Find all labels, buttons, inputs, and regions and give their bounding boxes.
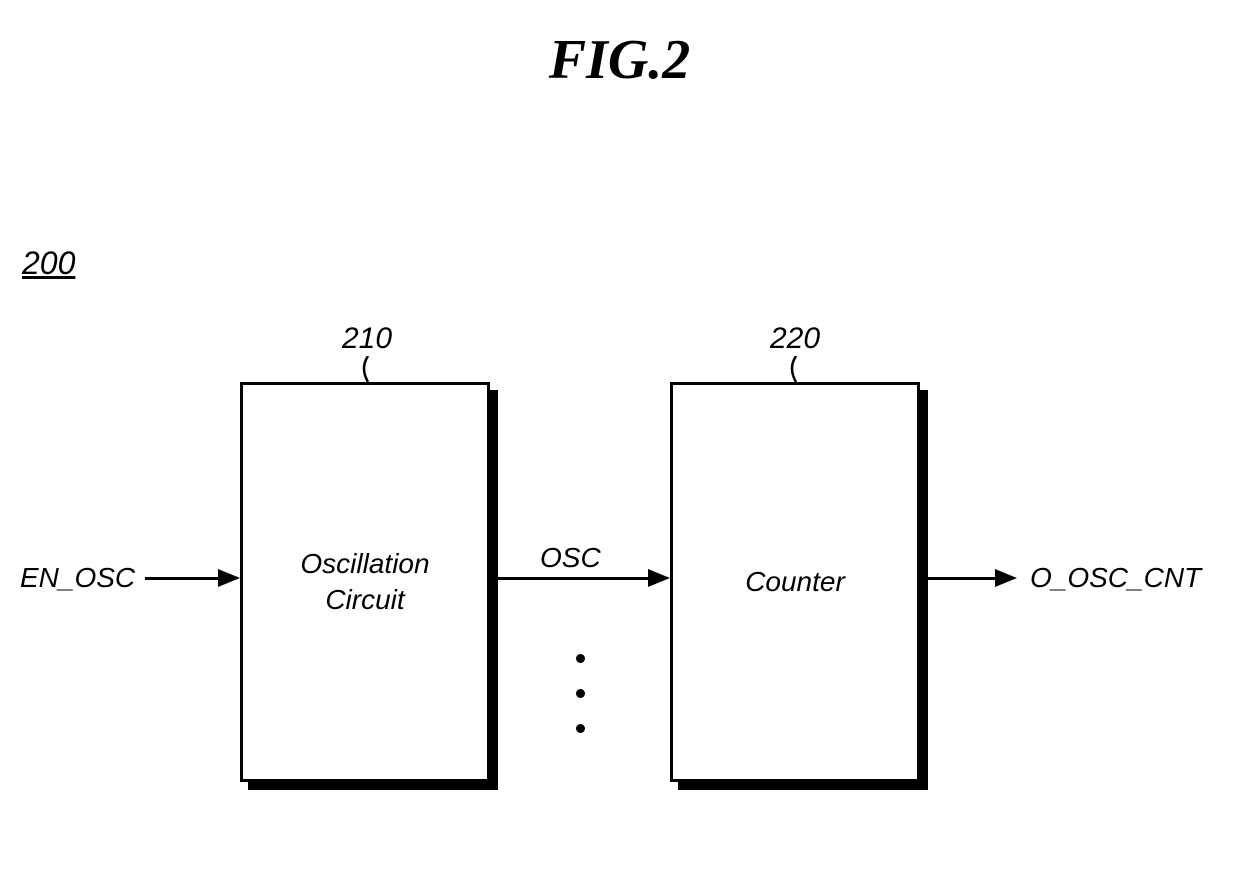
input-arrow-line <box>145 577 220 580</box>
oscillation-label-line2: Circuit <box>325 584 404 616</box>
middle-arrow-head <box>648 569 670 587</box>
oscillation-label-line1: Oscillation <box>300 548 429 580</box>
counter-label: Counter <box>745 566 845 598</box>
ellipsis-dot-3 <box>576 724 585 733</box>
counter-block: Counter <box>670 382 920 782</box>
middle-arrow-line <box>498 577 650 580</box>
figure-title: FIG.2 <box>549 28 691 92</box>
block-210-leader <box>358 356 378 384</box>
output-signal-label: O_OSC_CNT <box>1030 562 1201 594</box>
ellipsis-dot-1 <box>576 654 585 663</box>
block-210-reference: 210 <box>342 322 392 356</box>
output-arrow-line <box>928 577 998 580</box>
middle-signal-label: OSC <box>540 542 601 574</box>
ellipsis-dot-2 <box>576 689 585 698</box>
block-220-leader <box>786 356 806 384</box>
block-220-reference: 220 <box>770 322 820 356</box>
figure-reference-number: 200 <box>22 245 75 282</box>
output-arrow-head <box>995 569 1017 587</box>
oscillation-block: Oscillation Circuit <box>240 382 490 782</box>
input-signal-label: EN_OSC <box>20 562 135 594</box>
input-arrow-head <box>218 569 240 587</box>
